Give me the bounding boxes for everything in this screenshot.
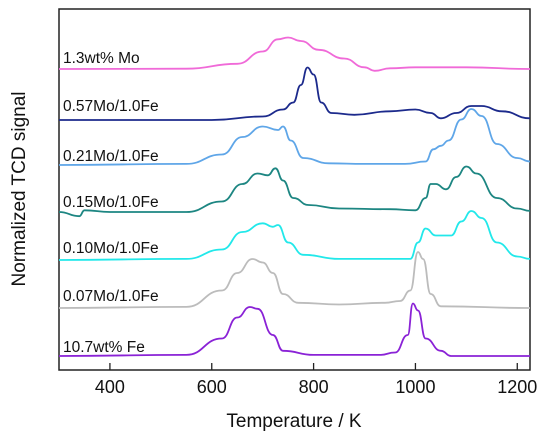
x-tick-label: 1000 xyxy=(395,377,435,397)
series-line xyxy=(58,302,530,357)
series-label: 1.3wt% Mo xyxy=(63,50,140,67)
x-ticks: 400 600 800 1000 1200 xyxy=(95,363,537,397)
x-tick-label: 800 xyxy=(299,377,329,397)
series-line xyxy=(58,165,531,218)
x-axis-label: Temperature / K xyxy=(226,411,361,432)
y-axis-label: Normalized TCD signal xyxy=(9,92,30,287)
series-label: 0.15Mo/1.0Fe xyxy=(63,194,159,211)
series-group xyxy=(58,36,531,357)
series-line xyxy=(58,108,531,166)
x-tick-label: 400 xyxy=(95,377,125,397)
series-label: 0.21Mo/1.0Fe xyxy=(63,148,159,165)
series-label: 10.7wt% Fe xyxy=(63,339,145,356)
series-line xyxy=(59,66,531,121)
x-tick-label: 1200 xyxy=(497,377,537,397)
series-line xyxy=(58,36,531,72)
plot-frame xyxy=(58,8,531,371)
series-label: 0.10Mo/1.0Fe xyxy=(63,240,159,257)
series-labels: 1.3wt% Mo 0.57Mo/1.0Fe 0.21Mo/1.0Fe 0.15Mo/… xyxy=(63,50,159,356)
series-label: 0.07Mo/1.0Fe xyxy=(63,288,159,305)
series-line xyxy=(58,251,531,309)
series-line xyxy=(58,210,531,261)
series-label: 0.57Mo/1.0Fe xyxy=(63,98,159,115)
x-tick-label: 600 xyxy=(197,377,227,397)
